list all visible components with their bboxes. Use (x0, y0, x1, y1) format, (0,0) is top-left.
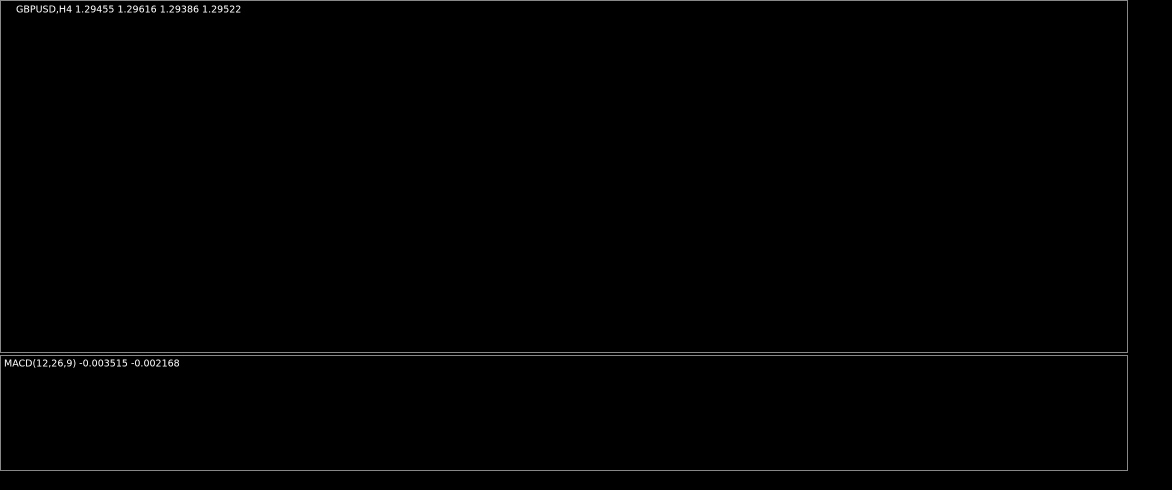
macd-title: MACD(12,26,9) -0.003515 -0.002168 (4, 359, 180, 370)
macd-panel (0, 355, 1128, 471)
price-title: GBPUSD,H4 1.29455 1.29616 1.29386 1.2952… (16, 5, 241, 16)
price-panel (0, 0, 1128, 353)
